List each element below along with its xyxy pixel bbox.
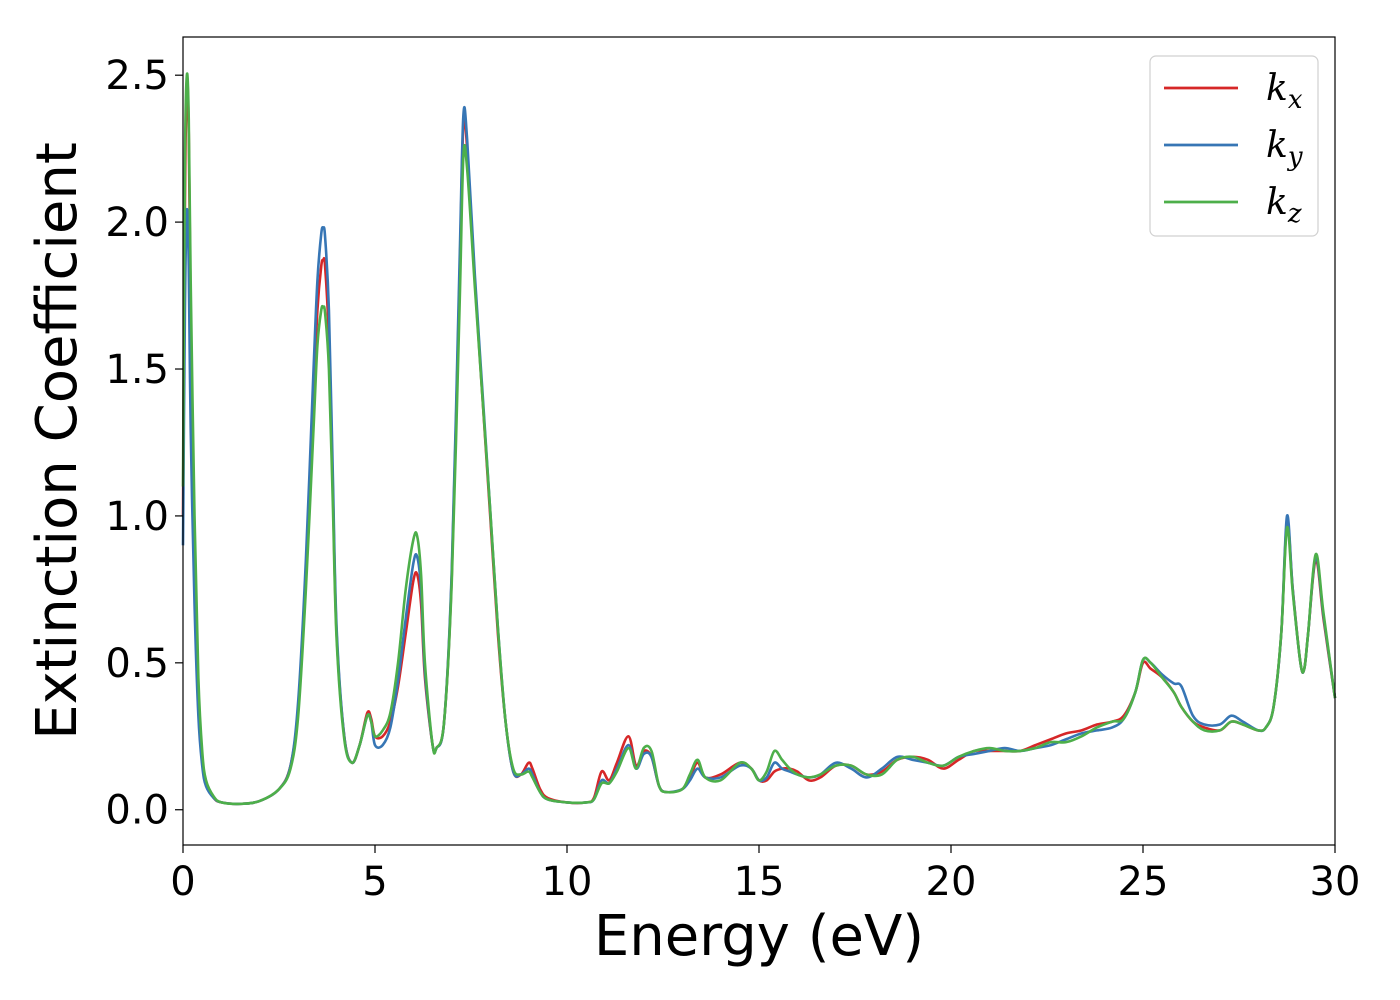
y-tick-label: 0.0 [105, 788, 169, 834]
x-tick-label: 20 [926, 859, 977, 905]
y-axis: 0.0 0.5 1.0 1.5 2.0 2.5 [105, 53, 183, 834]
legend-subscript: z [1287, 199, 1302, 229]
y-tick-label: 2.5 [105, 53, 169, 99]
y-tick-label: 0.5 [105, 641, 169, 687]
x-tick-label: 5 [362, 859, 387, 905]
y-tick-label: 1.5 [105, 347, 169, 393]
legend-subscript: x [1288, 85, 1303, 115]
series-line-z [181, 72, 1337, 806]
legend-subscript: y [1287, 142, 1303, 172]
y-tick-label: 1.0 [105, 494, 169, 540]
plot-lines [181, 72, 1337, 806]
x-axis: 0 5 10 15 20 25 30 [170, 845, 1360, 905]
x-tick-label: 15 [734, 859, 785, 905]
x-tick-label: 25 [1118, 859, 1169, 905]
x-tick-label: 0 [170, 859, 195, 905]
x-tick-label: 30 [1310, 859, 1361, 905]
x-tick-label: 10 [542, 859, 593, 905]
y-tick-label: 2.0 [105, 200, 169, 246]
x-axis-title: Energy (eV) [594, 904, 924, 969]
y-axis-title: Extinction Coefficient [25, 142, 90, 740]
